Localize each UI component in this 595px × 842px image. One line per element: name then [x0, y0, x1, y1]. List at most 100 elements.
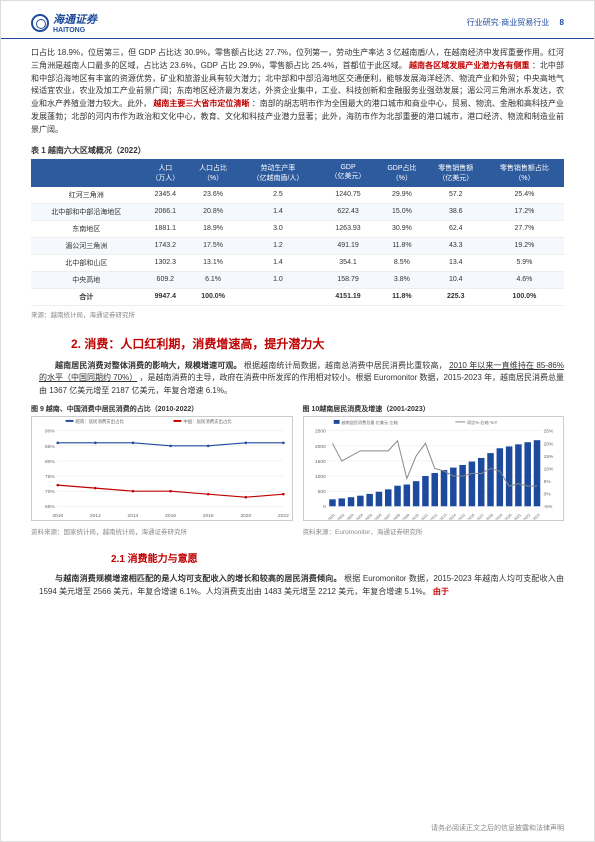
- table-cell: 27.7%: [485, 220, 564, 237]
- table-cell: 1263.93: [319, 220, 377, 237]
- svg-text:2012: 2012: [429, 513, 438, 521]
- svg-text:2002: 2002: [336, 513, 345, 521]
- svg-text:90%: 90%: [45, 429, 55, 435]
- table-cell: 158.79: [319, 271, 377, 288]
- intro-paragraph: 口占比 18.9%，位居第三，但 GDP 占比达 30.9%，零售额占比达 27…: [31, 47, 564, 137]
- svg-text:25%: 25%: [543, 429, 553, 435]
- svg-text:75%: 75%: [45, 474, 55, 480]
- svg-text:-5%: -5%: [543, 504, 552, 510]
- table-cell: 2.5: [237, 187, 319, 204]
- chart-9-source: 资料来源：国家统计局，越南统计局，海通证券研究所: [31, 526, 293, 536]
- table-cell: 1743.2: [141, 237, 189, 254]
- chart-10-box: 图 10越南居民消费及增速（2001-2023） 050010001500200…: [303, 404, 565, 536]
- svg-text:2012: 2012: [90, 513, 101, 519]
- table-row: 红河三角洲2345.423.6%2.51240.7529.9%57.225.4%: [31, 187, 564, 204]
- s2-bold: 越南居民消费对整体消费的影响大，规模增速可观。: [55, 361, 242, 370]
- svg-text:2005: 2005: [364, 513, 373, 521]
- table-cell: 合计: [31, 288, 141, 305]
- svg-text:2022: 2022: [278, 513, 289, 519]
- svg-text:1000: 1000: [314, 474, 325, 480]
- table-cell: 29.9%: [377, 187, 427, 204]
- table-header-cell: 劳动生产率（亿越南盾/人）: [237, 159, 319, 187]
- table-cell: 10.4: [427, 271, 485, 288]
- table-cell: 100.0%: [189, 288, 237, 305]
- svg-text:2017: 2017: [476, 513, 485, 521]
- s2-text-1: 根据越南统计局数据，越南总消费中居民消费比重较高，: [244, 361, 447, 370]
- svg-text:2022: 2022: [522, 513, 531, 521]
- svg-text:15%: 15%: [543, 454, 553, 460]
- table-cell: [237, 288, 319, 305]
- table-header-cell: 零售销售额（亿美元）: [427, 159, 485, 187]
- svg-text:500: 500: [317, 489, 325, 495]
- table-cell: 3.0: [237, 220, 319, 237]
- table-cell: 6.1%: [189, 271, 237, 288]
- table-cell: 1.0: [237, 271, 319, 288]
- table-row: 湄公河三角洲1743.217.5%1.2491.1911.8%43.319.2%: [31, 237, 564, 254]
- svg-text:85%: 85%: [45, 444, 55, 450]
- intro-red-1: 越南各区域发展产业潜力各有侧重: [409, 61, 530, 70]
- section-21-title: 2.1 消费能力与意愿: [111, 550, 564, 565]
- svg-text:2014: 2014: [448, 513, 457, 521]
- table-cell: 13.4: [427, 254, 485, 271]
- table-row: 北中部和山区1302.313.1%1.4354.18.5%13.45.9%: [31, 254, 564, 271]
- table-cell: 30.9%: [377, 220, 427, 237]
- table-cell: 11.8%: [377, 237, 427, 254]
- table-title: 表 1 越南六大区域概况（2022）: [31, 145, 564, 156]
- table-row: 中央高地609.26.1%1.0158.793.8%10.44.6%: [31, 271, 564, 288]
- table-cell: 100.0%: [485, 288, 564, 305]
- logo-cn: 海通证券: [53, 14, 97, 26]
- charts-row: 图 9 越南、中国消费中居民消费的占比（2010-2022） 65%70%75%…: [31, 404, 564, 536]
- section-2-para: 越南居民消费对整体消费的影响大，规模增速可观。 根据越南统计局数据，越南总消费中…: [39, 360, 564, 398]
- svg-text:2006: 2006: [373, 513, 382, 521]
- table-row: 东南地区1881.118.9%3.01263.9330.9%62.427.7%: [31, 220, 564, 237]
- table-cell: 北中部和中部沿海地区: [31, 203, 141, 220]
- page-footer: 请务必阅读正文之后的信息披露和法律声明: [431, 823, 564, 833]
- table-cell: 354.1: [319, 254, 377, 271]
- table-cell: 57.2: [427, 187, 485, 204]
- svg-text:2018: 2018: [203, 513, 214, 519]
- section-2-title: 2. 消费：人口红利期，消费增速高，提升潜力大: [71, 335, 564, 352]
- svg-text:10%: 10%: [543, 466, 553, 472]
- table-source: 来源：越南统计局，海通证券研究所: [31, 309, 564, 319]
- svg-text:2023: 2023: [531, 513, 540, 521]
- svg-text:80%: 80%: [45, 459, 55, 465]
- chart-10-title: 图 10越南居民消费及增速（2001-2023）: [303, 404, 565, 414]
- table-cell: 1302.3: [141, 254, 189, 271]
- table-header-cell: GDP（亿美元）: [319, 159, 377, 187]
- table-cell: 1240.75: [319, 187, 377, 204]
- svg-text:2000: 2000: [314, 444, 325, 450]
- table-header-cell: [31, 159, 141, 187]
- svg-text:20%: 20%: [543, 441, 553, 447]
- table-cell: 17.2%: [485, 203, 564, 220]
- table-cell: 19.2%: [485, 237, 564, 254]
- table-header-cell: 零售销售额占比（%）: [485, 159, 564, 187]
- table-cell: 20.8%: [189, 203, 237, 220]
- svg-text:2001: 2001: [327, 513, 336, 521]
- table-cell: 9947.4: [141, 288, 189, 305]
- table-cell: 11.8%: [377, 288, 427, 305]
- table-cell: 62.4: [427, 220, 485, 237]
- table-cell: 1.2: [237, 237, 319, 254]
- svg-text:2009: 2009: [401, 513, 410, 521]
- table-cell: 38.6: [427, 203, 485, 220]
- table-cell: 225.3: [427, 288, 485, 305]
- table-row: 北中部和中部沿海地区2066.120.8%1.4622.4315.0%38.61…: [31, 203, 564, 220]
- table-cell: 3.8%: [377, 271, 427, 288]
- svg-text:越南居民消费总量·亿美元·左轴: 越南居民消费总量·亿美元·左轴: [341, 419, 397, 425]
- table-cell: 18.9%: [189, 220, 237, 237]
- s21-red: 由于: [433, 587, 449, 596]
- table-cell: 红河三角洲: [31, 187, 141, 204]
- svg-text:中国：居民消费支出占比: 中国：居民消费支出占比: [183, 418, 232, 425]
- logo-text: 海通证券 HAITONG: [53, 11, 97, 34]
- chart-10-source: 资料来源：Euromonitor，海通证券研究所: [303, 526, 565, 536]
- table-cell: 北中部和山区: [31, 254, 141, 271]
- svg-text:2018: 2018: [485, 513, 494, 521]
- table-row: 合计9947.4100.0%4151.1911.8%225.3100.0%: [31, 288, 564, 305]
- page-content: 口占比 18.9%，位居第三，但 GDP 占比达 30.9%，零售额占比达 27…: [1, 39, 594, 599]
- page-header: 海通证券 HAITONG 行业研究·商业贸易行业 8: [1, 1, 594, 39]
- svg-text:65%: 65%: [45, 504, 55, 510]
- svg-text:2020: 2020: [504, 513, 513, 521]
- svg-text:越南：居民消费支出占比: 越南：居民消费支出占比: [75, 418, 124, 425]
- logo-icon: [31, 14, 49, 32]
- table-header-cell: GDP占比（%）: [377, 159, 427, 187]
